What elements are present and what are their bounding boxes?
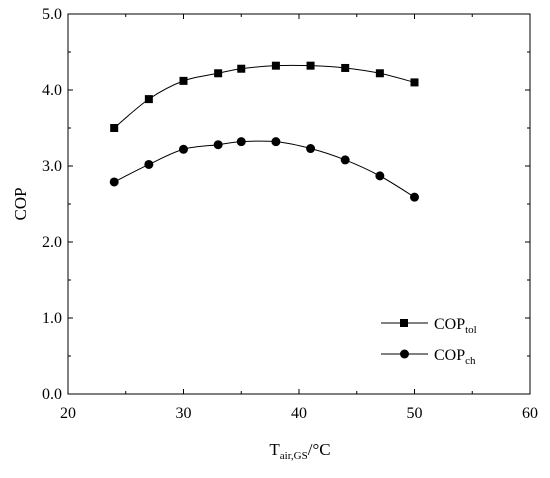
series-cop-ch xyxy=(109,137,419,202)
data-point-square xyxy=(375,69,384,78)
legend: COPtol COPch xyxy=(381,316,477,367)
legend-label-cop-tol-main: COP xyxy=(434,316,465,333)
data-point-circle xyxy=(271,137,281,147)
legend-label-cop-ch-main: COP xyxy=(434,347,465,364)
data-point-square xyxy=(110,124,119,132)
data-point-circle xyxy=(144,159,154,169)
y-tick-label: 1.0 xyxy=(42,310,62,327)
plot-frame xyxy=(67,13,531,395)
data-point-circle xyxy=(179,144,188,154)
legend-item-cop-tol: COPtol xyxy=(381,316,477,336)
y-tick-label: 0.0 xyxy=(42,386,62,403)
data-point-circle xyxy=(375,171,385,181)
x-tick-label: 30 xyxy=(176,405,192,422)
x-tick-label: 50 xyxy=(407,405,423,422)
legend-item-cop-ch: COPch xyxy=(381,347,476,367)
legend-label-cop-tol: COPtol xyxy=(434,316,477,336)
data-point-circle xyxy=(109,177,119,187)
data-point-square xyxy=(144,95,153,104)
x-axis-label-main: T xyxy=(269,440,280,459)
data-point-square xyxy=(410,78,419,87)
y-axis-label: COP xyxy=(11,187,30,220)
x-axis-label-sub: air,GS xyxy=(280,450,308,462)
legend-label-cop-ch: COPch xyxy=(434,347,476,367)
data-point-square xyxy=(306,61,315,70)
series-line-cop-tol xyxy=(113,64,415,129)
data-point-circle xyxy=(213,140,223,150)
x-axis-label-unit: /°C xyxy=(308,440,331,459)
legend-marker-square xyxy=(400,319,408,327)
data-point-square xyxy=(237,64,246,73)
axis-tick-labels: 20 30 40 50 60 0.0 1.0 2.0 3.0 4.0 5.0 xyxy=(42,6,538,422)
x-tick-label: 20 xyxy=(60,405,76,422)
series-line-cop-ch xyxy=(113,140,415,198)
x-axis-label: Tair,GS/°C xyxy=(269,440,330,462)
data-point-circle xyxy=(340,155,350,165)
data-point-circle xyxy=(306,144,316,154)
x-tick-label: 40 xyxy=(291,405,307,422)
data-point-square xyxy=(214,69,223,78)
x-tick-label: 60 xyxy=(522,405,538,422)
legend-marker-circle xyxy=(400,349,409,359)
data-point-circle xyxy=(410,192,419,202)
y-tick-label: 3.0 xyxy=(42,158,62,175)
series-cop-tol xyxy=(110,61,419,132)
legend-label-cop-ch-sub: ch xyxy=(465,355,476,367)
y-tick-label: 5.0 xyxy=(42,6,62,23)
legend-label-cop-tol-sub: tol xyxy=(465,324,477,336)
y-tick-label: 2.0 xyxy=(42,234,62,251)
data-point-square xyxy=(179,76,188,85)
data-point-square xyxy=(341,63,350,72)
y-tick-label: 4.0 xyxy=(42,82,62,99)
data-point-square xyxy=(271,61,280,70)
series-layer xyxy=(109,61,419,202)
axis-ticks xyxy=(67,13,531,395)
data-point-circle xyxy=(236,137,246,147)
